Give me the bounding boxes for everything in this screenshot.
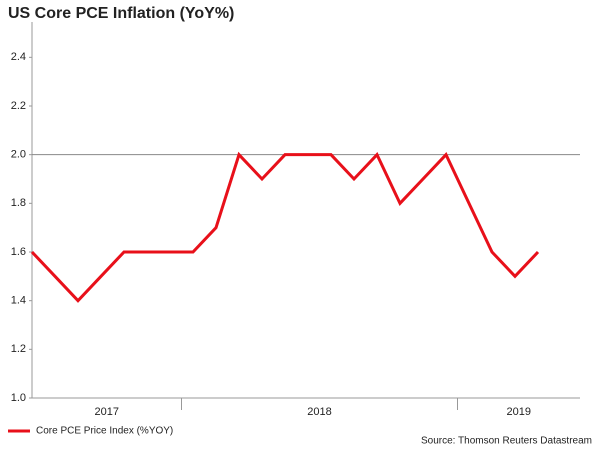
- y-tick-label: 2.4: [11, 51, 26, 63]
- y-tick-label: 1.6: [11, 246, 26, 258]
- legend-label: Core PCE Price Index (%YOY): [36, 426, 173, 437]
- y-tick-label: 2.2: [11, 100, 26, 112]
- x-tick-label: 2017: [95, 406, 119, 418]
- chart-title: US Core PCE Inflation (YoY%): [8, 5, 234, 22]
- y-tick-label: 1.4: [11, 295, 26, 307]
- x-tick-label: 2018: [307, 406, 331, 418]
- line-series: [30, 151, 540, 303]
- x-tick-label: 2019: [507, 406, 531, 418]
- y-tick-label: 1.2: [11, 343, 26, 355]
- source: Source: Thomson Reuters Datastream: [421, 436, 592, 447]
- y-tick-label: 1.8: [11, 197, 26, 209]
- y-tick-label: 1.0: [11, 392, 26, 404]
- y-tick-label: 2.0: [11, 149, 26, 161]
